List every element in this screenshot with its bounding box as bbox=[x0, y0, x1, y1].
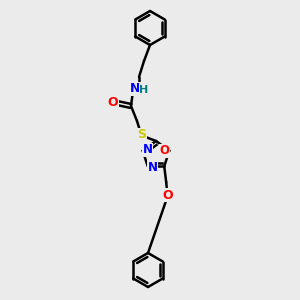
Text: N: N bbox=[148, 161, 158, 174]
Text: H: H bbox=[140, 85, 148, 95]
Text: N: N bbox=[143, 143, 153, 156]
Text: N: N bbox=[130, 82, 140, 95]
Text: O: O bbox=[162, 189, 172, 202]
Text: O: O bbox=[159, 144, 169, 157]
Text: O: O bbox=[108, 97, 118, 110]
Text: S: S bbox=[137, 128, 146, 142]
